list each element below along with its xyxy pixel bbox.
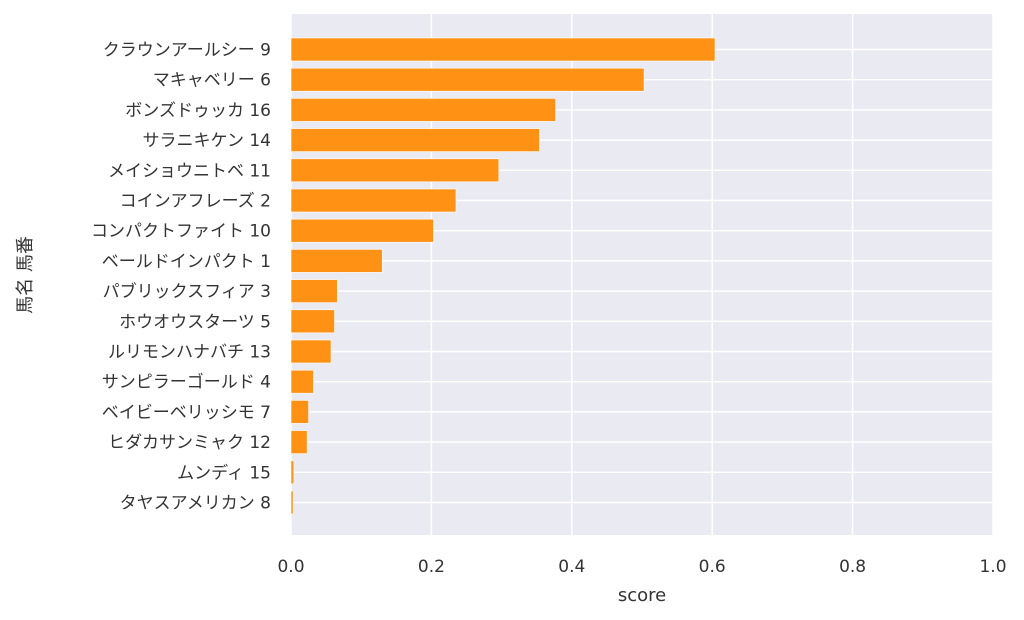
y-tick-label: サンピラーゴールド 4 [102,372,271,393]
bar [290,98,556,122]
y-tick-label: ヒダカサンミャク 12 [108,433,271,453]
bar [290,128,540,152]
bar [290,339,332,364]
bar [290,309,335,334]
y-tick-label: ルリモンハナバチ 13 [108,343,271,363]
bar [290,188,457,213]
y-tick-label: コンパクトファイト 10 [91,222,271,242]
bar [290,400,309,424]
y-tick-label: サラニキケン 14 [142,131,271,151]
bar [290,460,295,485]
x-tick-label: 0.4 [558,557,585,577]
bar [290,37,716,62]
plot-area [291,14,993,535]
x-tick-label: 0.0 [277,557,304,577]
y-tick-label: ホウオウスターツ 5 [119,312,271,332]
x-tick-label: 0.6 [699,557,726,577]
bar [290,490,294,515]
bar [290,158,500,183]
y-tick-label: ムンディ 15 [177,462,271,483]
bar [290,369,314,394]
y-tick-labels: クラウンアールシー 9 マキャベリー 6 ボンズドゥッカ 16 サラニキケン 14 メイ… [91,41,271,514]
y-tick-label: タヤスアメリカン 8 [120,494,271,514]
bar [290,279,338,303]
y-tick-label: パブリックスフィア 3 [103,281,271,302]
y-tick-label: メイショウニトベ 11 [108,161,271,181]
y-tick-label: マキャベリー 6 [153,71,271,91]
x-axis-label: score [618,585,666,606]
x-tick-label: 0.2 [418,557,445,577]
y-tick-label: ボンズドゥッカ 16 [125,101,271,121]
x-tick-labels: 0.0 0.2 0.4 0.6 0.8 1.0 [277,557,1006,577]
y-tick-label: クラウンアールシー 9 [103,41,271,61]
y-axis-label: 馬名 馬番 [15,236,36,314]
bar [290,249,383,273]
y-tick-label: コインアフレーズ 2 [120,192,271,212]
bar [290,218,434,243]
y-tick-label: ベールドインパクト 1 [102,252,271,272]
x-tick-label: 1.0 [979,557,1006,577]
bar [290,67,645,92]
y-tick-label: ベイビーベリッシモ 7 [102,403,271,423]
bar [290,430,308,454]
bars [290,37,716,515]
x-tick-label: 0.8 [839,557,866,577]
